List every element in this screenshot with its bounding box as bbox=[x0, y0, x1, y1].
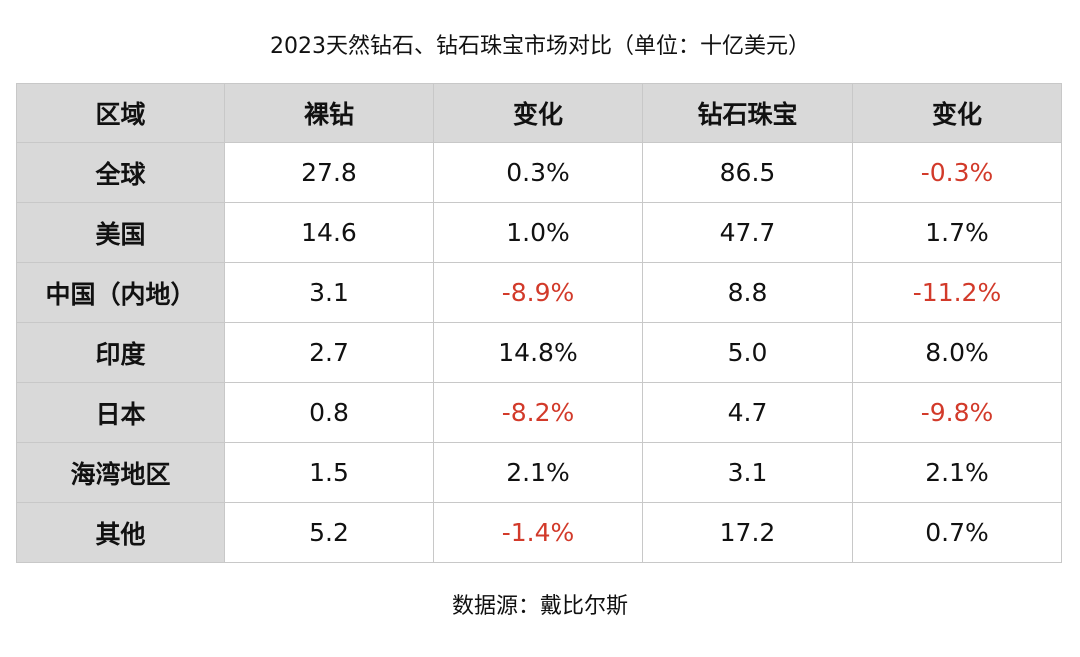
diamond-market-table: 区域 裸钻 变化 钻石珠宝 变化 全球 27.8 0.3% 86.5 -0.3%… bbox=[16, 83, 1062, 563]
jewelry-value-cell: 3.1 bbox=[642, 442, 853, 503]
rough-change-cell: -8.9% bbox=[433, 262, 643, 323]
rough-change-cell: 2.1% bbox=[433, 442, 643, 503]
jewelry-change-cell: -0.3% bbox=[852, 142, 1062, 203]
jewelry-change-cell: 2.1% bbox=[852, 442, 1062, 503]
table-row: 美国 14.6 1.0% 47.7 1.7% bbox=[16, 202, 1062, 263]
rough-value-cell: 0.8 bbox=[224, 382, 434, 443]
jewelry-value-cell: 17.2 bbox=[642, 502, 853, 563]
jewelry-change-cell: 8.0% bbox=[852, 322, 1062, 383]
rough-change-cell: -1.4% bbox=[433, 502, 643, 563]
rough-change-cell: 14.8% bbox=[433, 322, 643, 383]
rough-value-cell: 2.7 bbox=[224, 322, 434, 383]
rough-value-cell: 1.5 bbox=[224, 442, 434, 503]
header-row: 区域 裸钻 变化 钻石珠宝 变化 bbox=[16, 83, 1062, 143]
jewelry-value-cell: 47.7 bbox=[642, 202, 853, 263]
jewelry-value-cell: 86.5 bbox=[642, 142, 853, 203]
jewelry-change-cell: -11.2% bbox=[852, 262, 1062, 323]
rough-change-cell: 1.0% bbox=[433, 202, 643, 263]
rough-change-cell: -8.2% bbox=[433, 382, 643, 443]
table-row: 印度 2.7 14.8% 5.0 8.0% bbox=[16, 322, 1062, 383]
jewelry-change-cell: 1.7% bbox=[852, 202, 1062, 263]
rough-value-cell: 5.2 bbox=[224, 502, 434, 563]
table-title: 2023天然钻石、钻石珠宝市场对比（单位：十亿美元） bbox=[270, 34, 810, 59]
table-row: 其他 5.2 -1.4% 17.2 0.7% bbox=[16, 502, 1062, 563]
region-cell: 美国 bbox=[16, 202, 225, 263]
jewelry-value-cell: 8.8 bbox=[642, 262, 853, 323]
data-source-note: 数据源：戴比尔斯 bbox=[451, 594, 628, 619]
rough-value-cell: 27.8 bbox=[224, 142, 434, 203]
header-rough-diamond: 裸钻 bbox=[224, 83, 434, 143]
header-jewelry-change: 变化 bbox=[852, 83, 1062, 143]
table-row: 中国（内地） 3.1 -8.9% 8.8 -11.2% bbox=[16, 262, 1062, 323]
header-diamond-jewelry: 钻石珠宝 bbox=[642, 83, 853, 143]
header-region: 区域 bbox=[16, 83, 225, 143]
table-row: 日本 0.8 -8.2% 4.7 -9.8% bbox=[16, 382, 1062, 443]
region-cell: 中国（内地） bbox=[16, 262, 225, 323]
region-cell: 印度 bbox=[16, 322, 225, 383]
rough-change-cell: 0.3% bbox=[433, 142, 643, 203]
jewelry-value-cell: 5.0 bbox=[642, 322, 853, 383]
region-cell: 日本 bbox=[16, 382, 225, 443]
region-cell: 其他 bbox=[16, 502, 225, 563]
rough-value-cell: 14.6 bbox=[224, 202, 434, 263]
rough-value-cell: 3.1 bbox=[224, 262, 434, 323]
header-rough-change: 变化 bbox=[433, 83, 643, 143]
jewelry-change-cell: -9.8% bbox=[852, 382, 1062, 443]
table-row: 海湾地区 1.5 2.1% 3.1 2.1% bbox=[16, 442, 1062, 503]
table-row: 全球 27.8 0.3% 86.5 -0.3% bbox=[16, 142, 1062, 203]
region-cell: 全球 bbox=[16, 142, 225, 203]
jewelry-change-cell: 0.7% bbox=[852, 502, 1062, 563]
jewelry-value-cell: 4.7 bbox=[642, 382, 853, 443]
region-cell: 海湾地区 bbox=[16, 442, 225, 503]
